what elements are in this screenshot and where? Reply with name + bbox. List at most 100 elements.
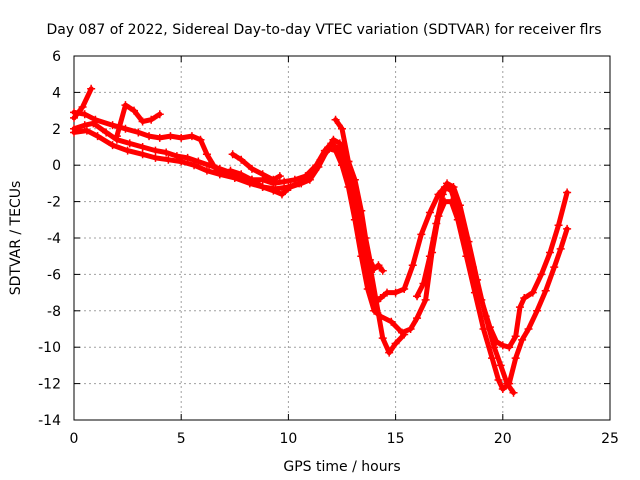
data-point [284, 183, 293, 192]
data-point [138, 150, 147, 159]
data-series [70, 84, 572, 397]
data-point [82, 126, 91, 135]
data-point [108, 141, 117, 150]
data-point [462, 252, 471, 261]
data-point [145, 132, 154, 141]
data-point [432, 219, 441, 228]
data-point [494, 375, 503, 384]
data-point [325, 144, 334, 153]
data-point [344, 157, 353, 166]
data-point [331, 146, 340, 155]
data-point [138, 117, 147, 126]
data-point [481, 312, 490, 321]
data-point [162, 148, 171, 157]
x-tick-label: 0 [70, 431, 79, 447]
data-point [134, 128, 143, 137]
data-point [177, 133, 186, 142]
data-point [417, 230, 426, 239]
data-point [518, 335, 527, 344]
data-point [378, 266, 387, 275]
data-point [164, 155, 173, 164]
data-point [316, 155, 325, 164]
series-track-f [228, 150, 284, 184]
data-point [554, 221, 563, 230]
data-point [125, 139, 134, 148]
data-point [350, 188, 359, 197]
data-point [237, 155, 246, 164]
data-point [556, 244, 565, 253]
x-tick-label: 10 [279, 431, 297, 447]
data-point [280, 177, 289, 186]
axis-ticks: 0 5 10 15 20 25 -14 -12 -10 -8 -6 -4 -2 0 2 4 6 [38, 49, 619, 447]
data-point [230, 173, 239, 182]
data-point [269, 175, 278, 184]
data-point [112, 132, 121, 141]
data-point [190, 161, 199, 170]
data-point [383, 288, 392, 297]
data-point [511, 354, 520, 363]
data-point [406, 325, 415, 333]
data-point [524, 325, 533, 333]
data-point [498, 341, 507, 350]
data-point [151, 146, 160, 155]
data-point [479, 325, 488, 333]
data-point [533, 306, 542, 315]
series-line [114, 102, 163, 139]
data-point [421, 295, 430, 304]
data-point [108, 121, 117, 130]
data-point [202, 150, 211, 159]
data-point [400, 330, 409, 339]
data-point [490, 343, 499, 352]
data-point [363, 284, 372, 293]
series-track-g [331, 115, 409, 357]
series-track-d [70, 126, 572, 394]
data-point [151, 153, 160, 162]
data-point [419, 279, 428, 288]
data-point [357, 224, 366, 233]
data-point [271, 184, 280, 193]
data-point [338, 124, 346, 133]
x-tick-label: 20 [494, 431, 512, 447]
data-point [509, 388, 518, 397]
data-point [496, 361, 505, 370]
data-point [147, 115, 156, 124]
data-point [93, 132, 102, 141]
data-point [528, 288, 537, 297]
data-point [541, 286, 550, 295]
data-point [130, 106, 139, 115]
data-point [455, 201, 464, 210]
data-point [123, 146, 132, 155]
data-point [121, 101, 130, 110]
data-point [400, 284, 409, 293]
data-point [277, 190, 286, 199]
data-point [438, 190, 447, 199]
data-point [78, 102, 87, 111]
data-point [194, 157, 203, 166]
y-tick-label: -8 [47, 304, 61, 320]
x-tick-label: 15 [387, 431, 405, 447]
data-point [102, 128, 111, 137]
data-point [196, 135, 205, 144]
data-point [520, 294, 529, 303]
data-point [357, 252, 366, 261]
y-tick-label: -12 [38, 377, 61, 393]
data-point [295, 179, 304, 188]
data-point [387, 317, 396, 326]
data-point [378, 334, 387, 343]
data-point [464, 237, 473, 246]
data-point [391, 339, 400, 348]
data-point [453, 215, 462, 224]
data-point [537, 270, 546, 279]
chart-title: Day 087 of 2022, Sidereal Day-to-day VTE… [46, 22, 601, 38]
data-point [275, 172, 284, 181]
data-point [138, 143, 147, 151]
y-tick-label: 6 [52, 49, 61, 65]
data-point [413, 292, 422, 301]
data-point [372, 297, 381, 306]
data-point [473, 275, 482, 284]
data-point [344, 183, 353, 192]
data-point [327, 139, 336, 148]
data-point [449, 183, 458, 192]
data-point [258, 170, 267, 179]
